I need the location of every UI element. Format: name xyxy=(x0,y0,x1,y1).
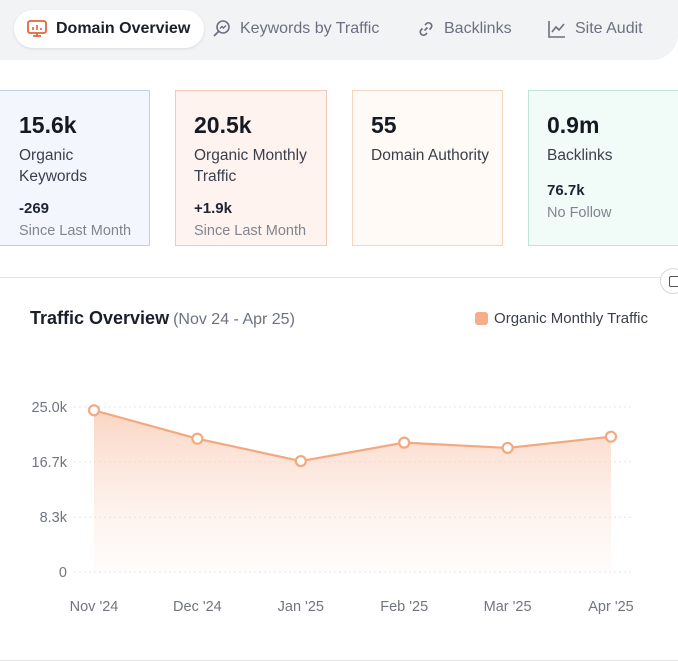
x-tick-label: Mar '25 xyxy=(484,599,532,615)
x-tick-label: Nov '24 xyxy=(70,599,119,615)
monitor-icon xyxy=(26,19,48,39)
metric-value: 20.5k xyxy=(194,112,252,138)
legend-label: Organic Monthly Traffic xyxy=(494,310,648,327)
data-point xyxy=(87,404,101,417)
tab-label: Site Audit xyxy=(575,20,643,37)
metric-subtext: No Follow xyxy=(547,205,612,221)
data-point xyxy=(294,455,307,468)
data-point xyxy=(398,436,411,449)
tab-bar: Domain Overview Keywords by Traffic Back… xyxy=(0,0,678,60)
metric-value: 0.9m xyxy=(547,112,600,138)
chart-legend: Organic Monthly Traffic xyxy=(475,310,648,327)
data-point xyxy=(604,430,618,443)
metric-card-organic-keywords: 15.6k Organic Keywords -269 Since Last M… xyxy=(0,90,150,246)
metric-card-organic-traffic: 20.5k Organic Monthly Traffic +1.9k Sinc… xyxy=(175,90,327,246)
y-tick-label: 25.0k xyxy=(32,400,68,416)
tab-label: Backlinks xyxy=(444,20,512,37)
x-tick-label: Jan '25 xyxy=(278,599,324,615)
chart-title: Traffic Overview (Nov 24 - Apr 25) xyxy=(30,308,295,329)
search-trend-icon xyxy=(212,19,232,39)
metric-subtext: Since Last Month xyxy=(194,223,307,239)
metric-label: Organic Keywords xyxy=(19,147,88,185)
series-line xyxy=(93,409,612,463)
line-chart-icon xyxy=(547,19,567,39)
metric-label: Backlinks xyxy=(547,147,613,164)
data-point xyxy=(191,432,204,445)
metric-delta: -269 xyxy=(19,200,50,217)
metric-value: 15.6k xyxy=(19,112,77,138)
y-tick-label: 16.7k xyxy=(32,455,68,471)
section-divider xyxy=(0,277,678,278)
tab-domain-overview[interactable]: Domain Overview xyxy=(14,10,205,48)
x-tick-label: Dec '24 xyxy=(173,599,222,615)
traffic-chart: 0 8.3k 16.7k 25.0k Nov '24 Dec '24 Jan '25 Feb… xyxy=(32,400,634,615)
chart-date-range: (Nov 24 - Apr 25) xyxy=(173,311,295,328)
metric-card-domain-authority: 55 Domain Authority xyxy=(352,90,503,246)
y-tick-label: 8.3k xyxy=(40,510,68,526)
legend-swatch xyxy=(475,312,489,325)
metric-card-backlinks: 0.9m Backlinks 76.7k No Follow xyxy=(528,90,678,246)
metric-delta: +1.9k xyxy=(194,200,232,217)
tab-backlinks[interactable]: Backlinks xyxy=(416,10,512,48)
x-tick-label: Feb '25 xyxy=(380,599,428,615)
link-icon xyxy=(416,19,436,39)
tab-label: Keywords by Traffic xyxy=(240,20,380,37)
data-point xyxy=(501,441,514,455)
y-tick-label: 0 xyxy=(59,565,67,581)
tab-label: Domain Overview xyxy=(56,20,191,37)
bottom-divider xyxy=(0,660,678,661)
tab-keywords-by-traffic[interactable]: Keywords by Traffic xyxy=(212,10,379,48)
tab-site-audit[interactable]: Site Audit xyxy=(547,10,643,48)
metric-delta: 76.7k xyxy=(547,182,585,199)
copy-icon[interactable] xyxy=(660,268,678,294)
metric-label: Organic Monthly Traffic xyxy=(194,147,307,185)
metric-value: 55 xyxy=(371,112,397,138)
chart-title-text: Traffic Overview xyxy=(30,308,170,328)
metric-subtext: Since Last Month xyxy=(19,223,132,239)
series-area xyxy=(94,410,611,572)
x-tick-label: Apr '25 xyxy=(588,599,634,615)
metric-label: Domain Authority xyxy=(371,147,490,164)
